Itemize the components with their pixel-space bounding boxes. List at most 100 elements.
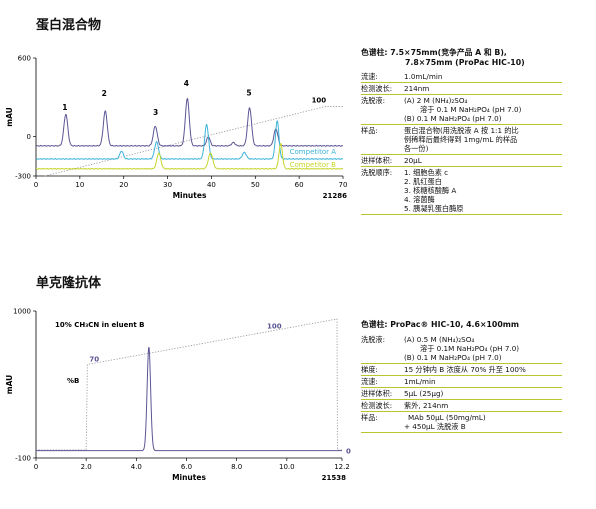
- condition-key: 洗脱液:: [361, 96, 385, 106]
- x-tick-label: 30: [163, 181, 172, 189]
- figure-id: 21538: [322, 474, 346, 482]
- x-tick-label: 60: [295, 181, 304, 189]
- column-title-line1: 色谱柱: ProPac® HIC-10, 4.6×100mm: [361, 320, 519, 329]
- x-axis-label: Minutes: [172, 473, 206, 482]
- condition-value-line: 3. 核糖核酸酶 A: [404, 186, 457, 196]
- condition-value-line: 例稀释后最终得到 1mg/mL 的样品: [404, 135, 518, 145]
- legend-competitor-b: Competitor B: [290, 161, 337, 169]
- condition-key: 流速:: [361, 72, 378, 82]
- x-tick-label: 0: [34, 181, 38, 189]
- condition-row: 洗脱顺序: 1. 细胞色素 c 2. 肌红蛋白 3. 核糖核酸酶 A 4. 溶菌酶 5. …: [361, 167, 562, 216]
- condition-value: 蛋白混合物(用洗脱液 A 按 1:1 的比 例稀释后最终得到 1mg/mL 的样品…: [404, 126, 562, 153]
- condition-value: 1.0mL/min: [404, 72, 562, 81]
- condition-value-line: 4. 溶菌酶: [404, 195, 435, 205]
- x-tick-label: 12.2: [334, 463, 350, 471]
- condition-value-line: 2. 肌红蛋白: [404, 177, 442, 187]
- condition-row: 检测波长: 紫外, 214nm: [361, 400, 562, 412]
- series-line-main: [36, 346, 342, 452]
- legend-competitor-a: Competitor A: [290, 148, 337, 156]
- peak-label: 2: [102, 89, 107, 98]
- y-tick-label: -300: [15, 173, 31, 181]
- peak-label: 3: [153, 108, 158, 117]
- condition-value: (A) 2 M (NH₄)₂SO₄ 溶于 0.1 M NaH₂PO₄ (pH 7.…: [404, 96, 562, 123]
- gradient-label: 100: [312, 97, 327, 105]
- annotation: 10% CH₃CN in eluent B: [55, 321, 145, 329]
- condition-value: (A) 0.5 M (NH₄)₂SO₄ 溶于 0.1M NaH₂PO₄ (pH 7…: [404, 335, 562, 362]
- column-title-line1: 色谱柱: 7.5×75mm(竞争产品 A 和 B),: [361, 48, 507, 57]
- peak-label: 4: [184, 79, 189, 88]
- condition-value: 1mL/min: [404, 377, 562, 386]
- y-tick-label: 0: [27, 133, 31, 141]
- condition-value-line: (B) 0.1 M NaH₂PO₄ (pH 7.0): [404, 114, 502, 124]
- condition-key: 洗脱顺序:: [361, 168, 393, 178]
- condition-row: 样品: MAb 50μL (50mg/mL) + 450μL 洗脱液 B: [361, 412, 562, 433]
- series-line-competitor-b: [35, 143, 344, 170]
- condition-row: 样品: 蛋白混合物(用洗脱液 A 按 1:1 的比 例稀释后最终得到 1mg/mL …: [361, 125, 562, 156]
- condition-value-line: 1. 细胞色素 c: [404, 168, 449, 178]
- condition-row: 进样体积: 5μL (25μg): [361, 388, 562, 400]
- x-tick-label: 70: [339, 181, 348, 189]
- x-tick-label: 10: [75, 181, 84, 189]
- condition-row: 洗脱液: (A) 2 M (NH₄)₂SO₄ 溶于 0.1 M NaH₂PO₄ (p…: [361, 95, 562, 126]
- condition-row: 流速: 1mL/min: [361, 376, 562, 388]
- gradient-line: [44, 106, 343, 177]
- x-tick-label: 8.0: [231, 463, 242, 471]
- condition-value-line: 溶于 0.1 M NaH₂PO₄ (pH 7.0): [420, 105, 522, 115]
- condition-key: 梯度:: [361, 364, 378, 374]
- condition-key: 样品:: [361, 126, 378, 136]
- condition-value-line: 20μL: [404, 156, 422, 166]
- condition-key: 检测波长:: [361, 400, 393, 410]
- peak-label: 5: [246, 88, 251, 97]
- conditions-rows: 流速: 1.0mL/min 检测波长: 214nm 洗脱液: (A) 2 M (NH₄)₂…: [361, 71, 562, 216]
- condition-value: 15 分钟内 B 浓度从 70% 升至 100%: [404, 365, 562, 374]
- condition-value-line: 5μL (25μg): [404, 388, 444, 398]
- condition-value-line: 紫外, 214nm: [404, 400, 449, 410]
- y-axis-label: mAU: [5, 375, 14, 394]
- conditions-rows: 洗脱液: (A) 0.5 M (NH₄)₂SO₄ 溶于 0.1M NaH₂PO₄ (…: [361, 334, 562, 433]
- x-tick-label: 50: [251, 181, 260, 189]
- x-tick-label: 2.0: [81, 463, 92, 471]
- condition-key: 进样体积:: [361, 388, 393, 398]
- condition-value-line: 1mL/min: [404, 376, 436, 386]
- condition-value-line: (B) 0.1 M NaH₂PO₄ (pH 7.0): [404, 352, 502, 362]
- column-title-line2: 7.8×75mm (ProPac HIC-10): [405, 57, 525, 67]
- x-tick-label: 10.0: [279, 463, 295, 471]
- condition-value-line: 蛋白混合物(用洗脱液 A 按 1:1 的比: [404, 126, 519, 136]
- condition-row: 检测波长: 214nm: [361, 83, 562, 96]
- condition-value-line: 5. 胰凝乳蛋白酶原: [404, 204, 464, 214]
- conditions-panel-protein-mix: 色谱柱: 7.5×75mm(竞争产品 A 和 B), 7.8×75mm (Pro…: [361, 48, 562, 216]
- condition-key: 流速:: [361, 376, 378, 386]
- condition-row: 流速: 1.0mL/min: [361, 71, 562, 84]
- series-line-competitor-a: [35, 120, 344, 160]
- gradient-line: [36, 318, 342, 451]
- percent-b-label: %B: [67, 377, 79, 385]
- y-tick-label: 600: [18, 55, 31, 63]
- condition-value-line: (A) 0.5 M (NH₄)₂SO₄: [404, 334, 475, 344]
- column-info: 色谱柱: 7.5×75mm(竞争产品 A 和 B), 7.8×75mm (Pro…: [361, 48, 562, 67]
- y-tick-label: -100: [15, 455, 31, 463]
- condition-value-line: 1.0mL/min: [404, 72, 443, 82]
- gradient-label-zero: 0: [346, 448, 351, 456]
- condition-value: 1. 细胞色素 c 2. 肌红蛋白 3. 核糖核酸酶 A 4. 溶菌酶 5. 胰凝乳蛋白…: [404, 168, 562, 213]
- condition-value: 20μL: [404, 156, 562, 165]
- condition-key: 检测波长:: [361, 84, 393, 94]
- condition-value-line: 各一份): [404, 144, 429, 154]
- condition-row: 梯度: 15 分钟内 B 浓度从 70% 升至 100%: [361, 364, 562, 376]
- condition-value-line: MAb 50μL (50mg/mL): [408, 412, 486, 422]
- condition-value-line: (A) 2 M (NH₄)₂SO₄: [404, 96, 468, 106]
- condition-row: 进样体积: 20μL: [361, 155, 562, 168]
- x-tick-label: 0: [34, 463, 38, 471]
- condition-row: 洗脱液: (A) 0.5 M (NH₄)₂SO₄ 溶于 0.1M NaH₂PO₄ (…: [361, 334, 562, 364]
- condition-key: 进样体积:: [361, 156, 393, 166]
- figure-id: 21286: [323, 192, 347, 200]
- section-title-monoclonal-antibody: 单克隆抗体: [36, 276, 102, 291]
- condition-value: 紫外, 214nm: [404, 401, 562, 410]
- y-tick-label: 1000: [13, 308, 31, 316]
- condition-value: 5μL (25μg): [404, 389, 562, 398]
- gradient-label-end: 100: [267, 322, 282, 330]
- condition-key: 样品:: [361, 412, 378, 422]
- section-title-protein-mix: 蛋白混合物: [36, 18, 102, 33]
- y-axis-label: mAU: [5, 107, 14, 126]
- condition-key: 洗脱液:: [361, 334, 385, 344]
